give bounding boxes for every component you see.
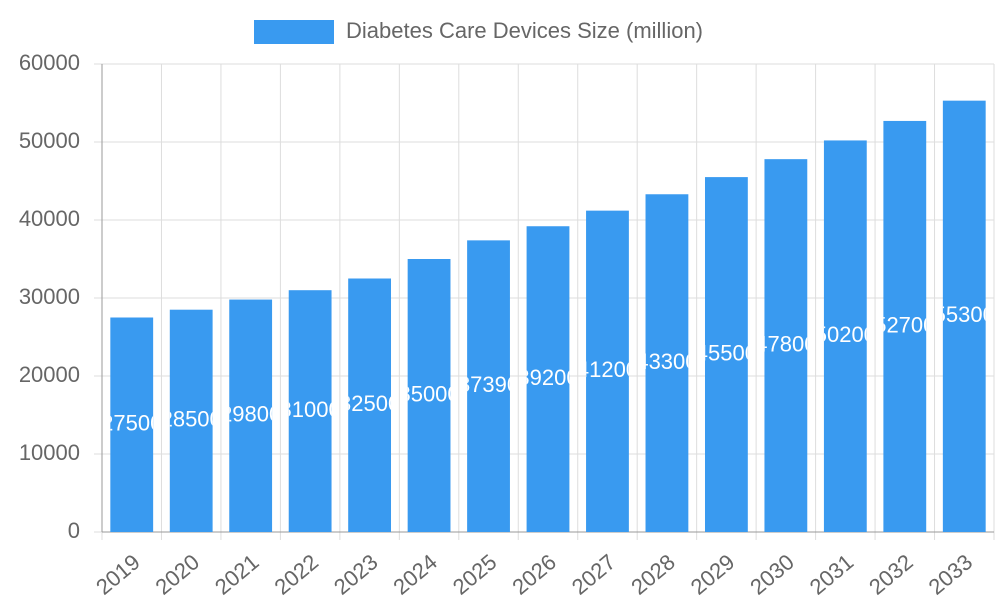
value-label: 55300	[934, 302, 995, 327]
legend-swatch	[254, 20, 334, 44]
y-tick-label: 60000	[19, 50, 80, 75]
value-label: 39200	[517, 365, 578, 390]
y-tick-label: 20000	[19, 362, 80, 387]
x-tick-label: 2025	[448, 549, 502, 600]
value-label: 31000	[280, 397, 341, 422]
x-tick-label: 2032	[864, 549, 918, 600]
x-tick-label: 2023	[329, 549, 383, 600]
x-tick-label: 2028	[626, 549, 680, 600]
y-tick-label: 50000	[19, 128, 80, 153]
x-tick-label: 2024	[388, 549, 442, 600]
y-tick-label: 30000	[19, 284, 80, 309]
value-label: 37390	[458, 372, 519, 397]
x-tick-label: 2027	[567, 549, 621, 600]
bar	[348, 278, 392, 532]
bar	[229, 299, 273, 532]
bar	[169, 309, 213, 532]
value-label: 32500	[339, 391, 400, 416]
x-tick-label: 2020	[151, 549, 205, 600]
x-tick-label: 2022	[270, 549, 324, 600]
x-tick-label: 2019	[91, 549, 145, 600]
y-tick-label: 40000	[19, 206, 80, 231]
value-label: 29800	[220, 402, 281, 427]
value-label: 52700	[874, 312, 935, 337]
y-tick-label: 0	[68, 518, 80, 543]
bar	[110, 317, 154, 532]
bar	[883, 120, 927, 532]
bar	[526, 226, 570, 533]
value-label: 41200	[577, 357, 638, 382]
x-tick-label: 2031	[805, 549, 859, 600]
bar	[288, 290, 332, 532]
value-label: 43300	[636, 349, 697, 374]
x-tick-label: 2021	[210, 549, 264, 600]
x-tick-label: 2029	[686, 549, 740, 600]
bar	[467, 240, 510, 532]
x-tick-label: 2030	[745, 549, 799, 600]
value-label: 27500	[101, 411, 162, 436]
bar	[704, 177, 748, 532]
bar	[407, 259, 451, 532]
value-label: 35000	[398, 381, 459, 406]
value-label: 28500	[161, 407, 222, 432]
y-tick-label: 10000	[19, 440, 80, 465]
bar	[942, 100, 986, 532]
bar	[764, 159, 808, 532]
value-label: 45500	[696, 340, 757, 365]
bar	[586, 210, 629, 532]
x-tick-label: 2033	[924, 549, 978, 600]
legend-label: Diabetes Care Devices Size (million)	[346, 18, 703, 43]
value-label: 47800	[755, 331, 816, 356]
bar	[645, 194, 689, 532]
bar	[823, 140, 867, 532]
x-tick-label: 2026	[507, 549, 561, 600]
value-label: 50200	[815, 322, 876, 347]
